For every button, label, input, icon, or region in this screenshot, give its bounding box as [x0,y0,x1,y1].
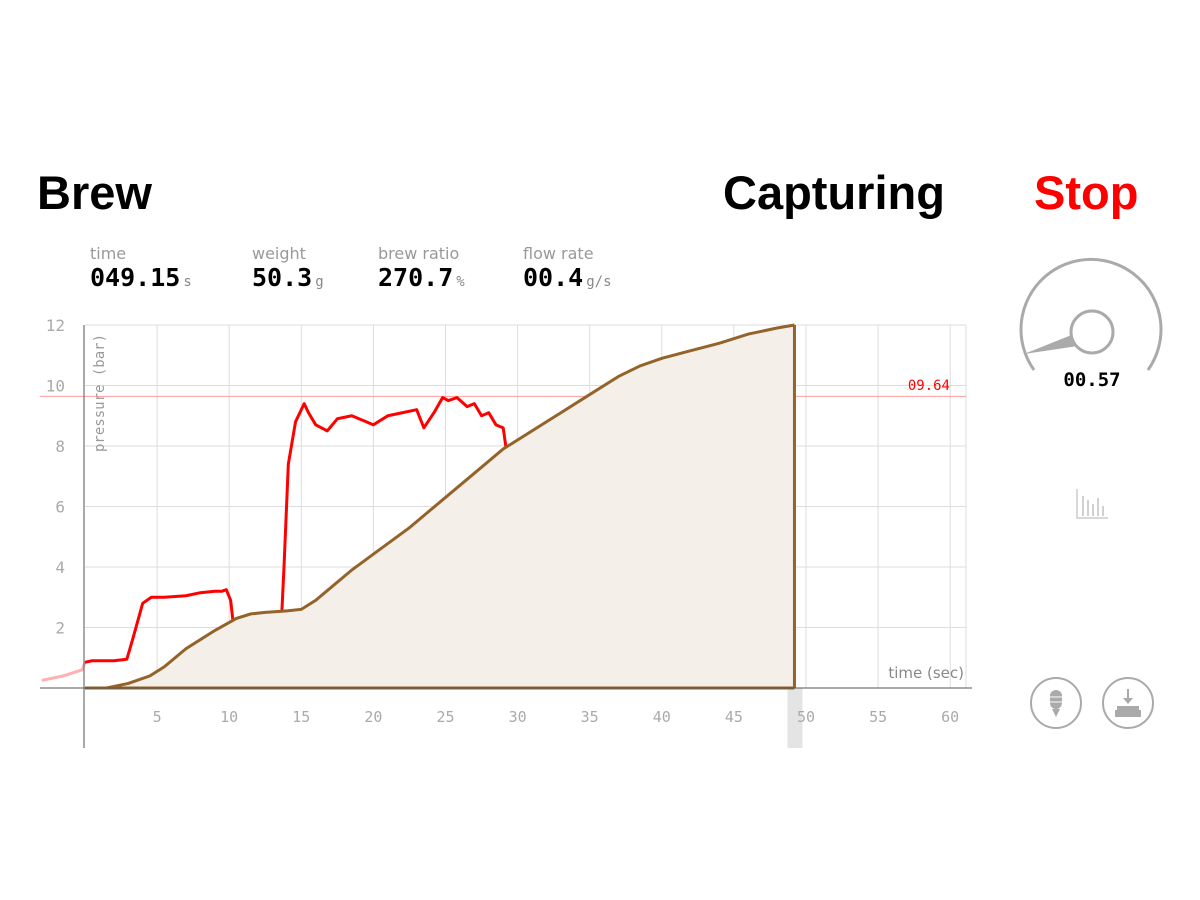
stat-label: brew ratio [378,244,460,263]
y-tick-label: 4 [55,558,65,577]
stop-button[interactable]: Stop [1034,166,1139,219]
tare-button[interactable] [1102,677,1154,729]
x-tick-label: 25 [436,708,454,726]
scale-tare-icon [1115,689,1141,717]
stat-time: time 049.15 s [90,244,192,292]
x-tick-label: 45 [725,708,743,726]
capture-status: Capturing [723,166,945,219]
stat-flow-rate: flow rate 00.4 g/s [523,244,612,292]
stat-unit: s [183,274,192,290]
pressure-line-preinfusion [41,661,87,682]
weight-area [85,325,795,688]
tamper-button[interactable] [1030,677,1082,729]
target-pressure-label: 09.64 [908,378,950,394]
x-tick-label: 15 [292,708,310,726]
stat-value: 50.3 [252,263,313,292]
stat-unit: % [456,274,465,290]
y-axis-label: pressure (bar) [92,334,108,452]
stat-value: 049.15 [90,263,181,292]
stat-value: 00.4 [523,263,584,292]
x-tick-label: 5 [153,708,162,726]
stat-label: flow rate [523,244,594,263]
brew-chart: 5 10 15 20 25 30 35 40 45 50 55 60 2 4 6 8 10 12 pressure… [40,316,972,748]
weight-line [85,323,795,690]
y-tick-label: 10 [46,377,65,396]
y-tick-label: 6 [55,498,65,517]
stat-weight: weight 50.3 g [252,244,324,292]
x-tick-label: 40 [653,708,671,726]
stat-unit: g/s [586,274,612,290]
stat-unit: g [315,274,324,290]
x-axis-label: time (sec) [888,664,964,682]
pressure-gauge [1019,257,1163,371]
stat-brew-ratio: brew ratio 270.7% [378,244,465,292]
y-tick-label: 8 [55,437,65,456]
tamper-icon [1050,690,1062,717]
x-tick-label: 50 [797,708,815,726]
stat-value: 270.7 [378,263,454,292]
x-tick-label: 30 [509,708,527,726]
x-tick-label: 60 [941,708,959,726]
x-tick-label: 10 [220,708,238,726]
page-title: Brew [37,166,152,219]
x-tick-label: 55 [869,708,887,726]
y-tick-label: 12 [46,316,65,335]
stat-label: weight [252,244,306,263]
x-tick-label: 35 [581,708,599,726]
gauge-needle [1024,334,1078,354]
bar-chart-icon[interactable] [1074,486,1110,522]
stat-label: time [90,244,127,263]
gauge-value: 00.57 [1063,369,1121,391]
y-tick-label: 2 [55,619,65,638]
x-tick-label: 20 [364,708,382,726]
current-time-marker [787,688,803,748]
